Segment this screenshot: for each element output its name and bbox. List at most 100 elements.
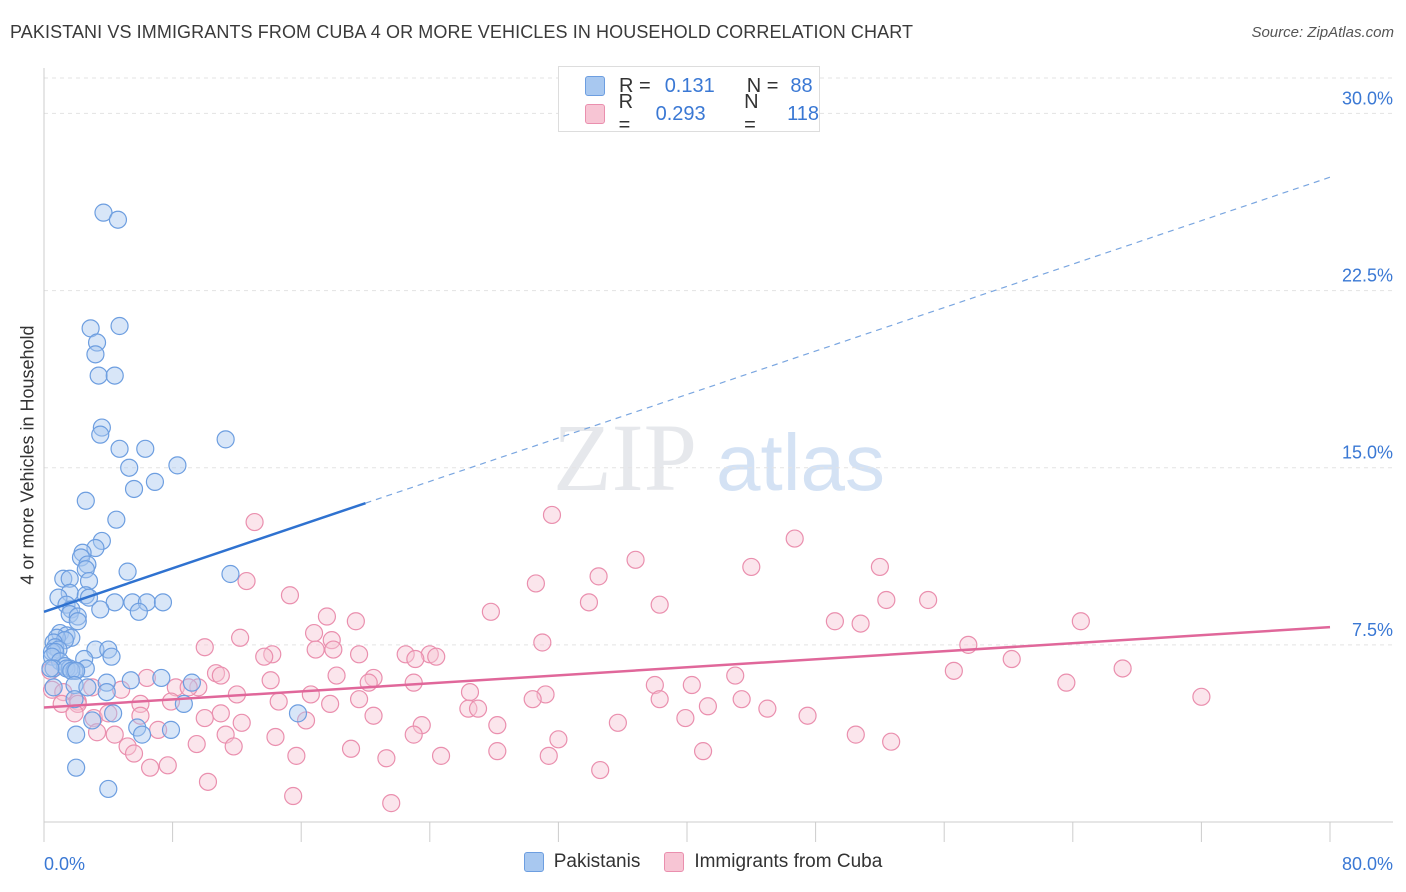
- point-pakistanis: [182, 673, 201, 692]
- point-cuba: [825, 612, 844, 631]
- point-pakistanis: [89, 366, 108, 385]
- point-pakistanis: [83, 711, 102, 730]
- point-pakistanis: [123, 593, 142, 612]
- r-label: R =: [618, 91, 634, 136]
- point-cuba: [280, 586, 300, 605]
- point-cuba: [460, 682, 480, 702]
- chart-title: PAKISTANI VS IMMIGRANTS FROM CUBA 4 OR M…: [10, 22, 914, 42]
- point-cuba: [124, 744, 144, 763]
- point-cuba: [187, 734, 206, 754]
- legend-label-cuba: Immigrants from Cuba: [694, 851, 883, 872]
- point-pakistanis: [105, 593, 124, 612]
- point-pakistanis: [216, 430, 235, 449]
- point-pakistanis: [67, 725, 86, 744]
- point-cuba: [650, 595, 669, 614]
- point-pakistanis: [110, 316, 129, 336]
- point-cuba: [206, 664, 226, 683]
- point-cuba: [245, 512, 264, 532]
- watermark-atlas: atlas: [716, 418, 885, 507]
- x-tick-label: 80.0%: [1342, 854, 1393, 874]
- point-cuba: [526, 574, 545, 593]
- point-cuba: [301, 685, 320, 704]
- point-cuba: [481, 602, 500, 621]
- watermark-zip: ZIP: [553, 404, 697, 511]
- point-cuba: [742, 557, 761, 577]
- point-cuba: [591, 760, 610, 780]
- point-pakistanis: [55, 631, 74, 650]
- legend-item-cuba[interactable]: Immigrants from Cuba: [664, 851, 882, 873]
- n-label: N =: [746, 74, 779, 97]
- point-pakistanis: [78, 678, 97, 697]
- point-cuba: [459, 699, 478, 718]
- point-pakistanis: [107, 510, 126, 529]
- point-cuba: [131, 706, 150, 725]
- point-cuba: [1002, 649, 1021, 669]
- point-cuba: [693, 742, 713, 761]
- point-cuba: [211, 704, 230, 723]
- point-cuba: [431, 746, 451, 765]
- legend-item-pakistanis[interactable]: Pakistanis: [523, 851, 641, 873]
- point-cuba: [321, 694, 340, 714]
- point-cuba: [377, 749, 396, 768]
- point-pakistanis: [76, 491, 95, 510]
- trend-lines: [43, 176, 1331, 709]
- point-cuba: [284, 786, 303, 806]
- point-cuba: [882, 732, 901, 751]
- point-pakistanis: [60, 569, 79, 588]
- point-cuba: [324, 640, 343, 659]
- point-pakistanis: [129, 602, 148, 621]
- y-tick-label: 7.5%: [1352, 620, 1393, 640]
- legend-label-pakistanis: Pakistanis: [553, 851, 641, 872]
- r-label: R =: [619, 74, 651, 97]
- point-cuba: [158, 756, 177, 775]
- point-cuba: [919, 590, 938, 610]
- point-cuba: [851, 614, 870, 633]
- point-pakistanis: [97, 682, 116, 702]
- point-cuba: [589, 567, 608, 586]
- point-cuba: [195, 708, 214, 728]
- point-cuba: [112, 680, 131, 699]
- point-cuba: [468, 699, 488, 718]
- point-cuba: [346, 612, 365, 631]
- swatch-pakistanis: [585, 76, 605, 96]
- point-cuba: [698, 697, 717, 716]
- point-cuba: [539, 746, 558, 765]
- point-pakistanis: [108, 210, 128, 229]
- x-tick-label: 0.0%: [44, 854, 85, 874]
- trend-pakistanis: [43, 501, 366, 613]
- point-pakistanis: [68, 607, 87, 626]
- point-cuba: [304, 623, 324, 643]
- point-cuba: [224, 737, 243, 756]
- point-pakistanis: [92, 418, 111, 437]
- data-points: [41, 203, 1211, 813]
- point-pakistanis: [62, 661, 81, 680]
- point-cuba: [1057, 673, 1076, 692]
- trend-pakistanis-extension: [365, 176, 1331, 504]
- point-cuba: [306, 640, 325, 659]
- point-cuba: [349, 690, 369, 709]
- series-legend: Pakistanis Immigrants from Cuba: [0, 851, 1406, 873]
- point-cuba: [785, 529, 804, 548]
- point-pakistanis: [153, 593, 173, 612]
- point-cuba: [870, 557, 890, 577]
- point-cuba: [269, 692, 288, 711]
- legend-swatch-pakistanis: [523, 852, 544, 872]
- point-cuba: [382, 794, 401, 813]
- point-pakistanis: [67, 661, 86, 680]
- point-pakistanis: [71, 548, 91, 567]
- point-cuba: [327, 666, 346, 685]
- point-cuba: [1071, 612, 1090, 631]
- point-pakistanis: [121, 671, 140, 690]
- point-cuba: [349, 645, 369, 664]
- point-cuba: [105, 725, 124, 744]
- point-cuba: [549, 730, 568, 749]
- point-cuba: [322, 631, 341, 650]
- source-label: Source: ZipAtlas.com: [1251, 24, 1394, 41]
- point-pakistanis: [288, 704, 308, 723]
- point-pakistanis: [91, 600, 110, 619]
- point-pakistanis: [110, 439, 129, 458]
- point-cuba: [488, 742, 507, 761]
- axes: [43, 68, 1393, 842]
- point-cuba: [404, 673, 423, 692]
- point-pakistanis: [65, 690, 84, 709]
